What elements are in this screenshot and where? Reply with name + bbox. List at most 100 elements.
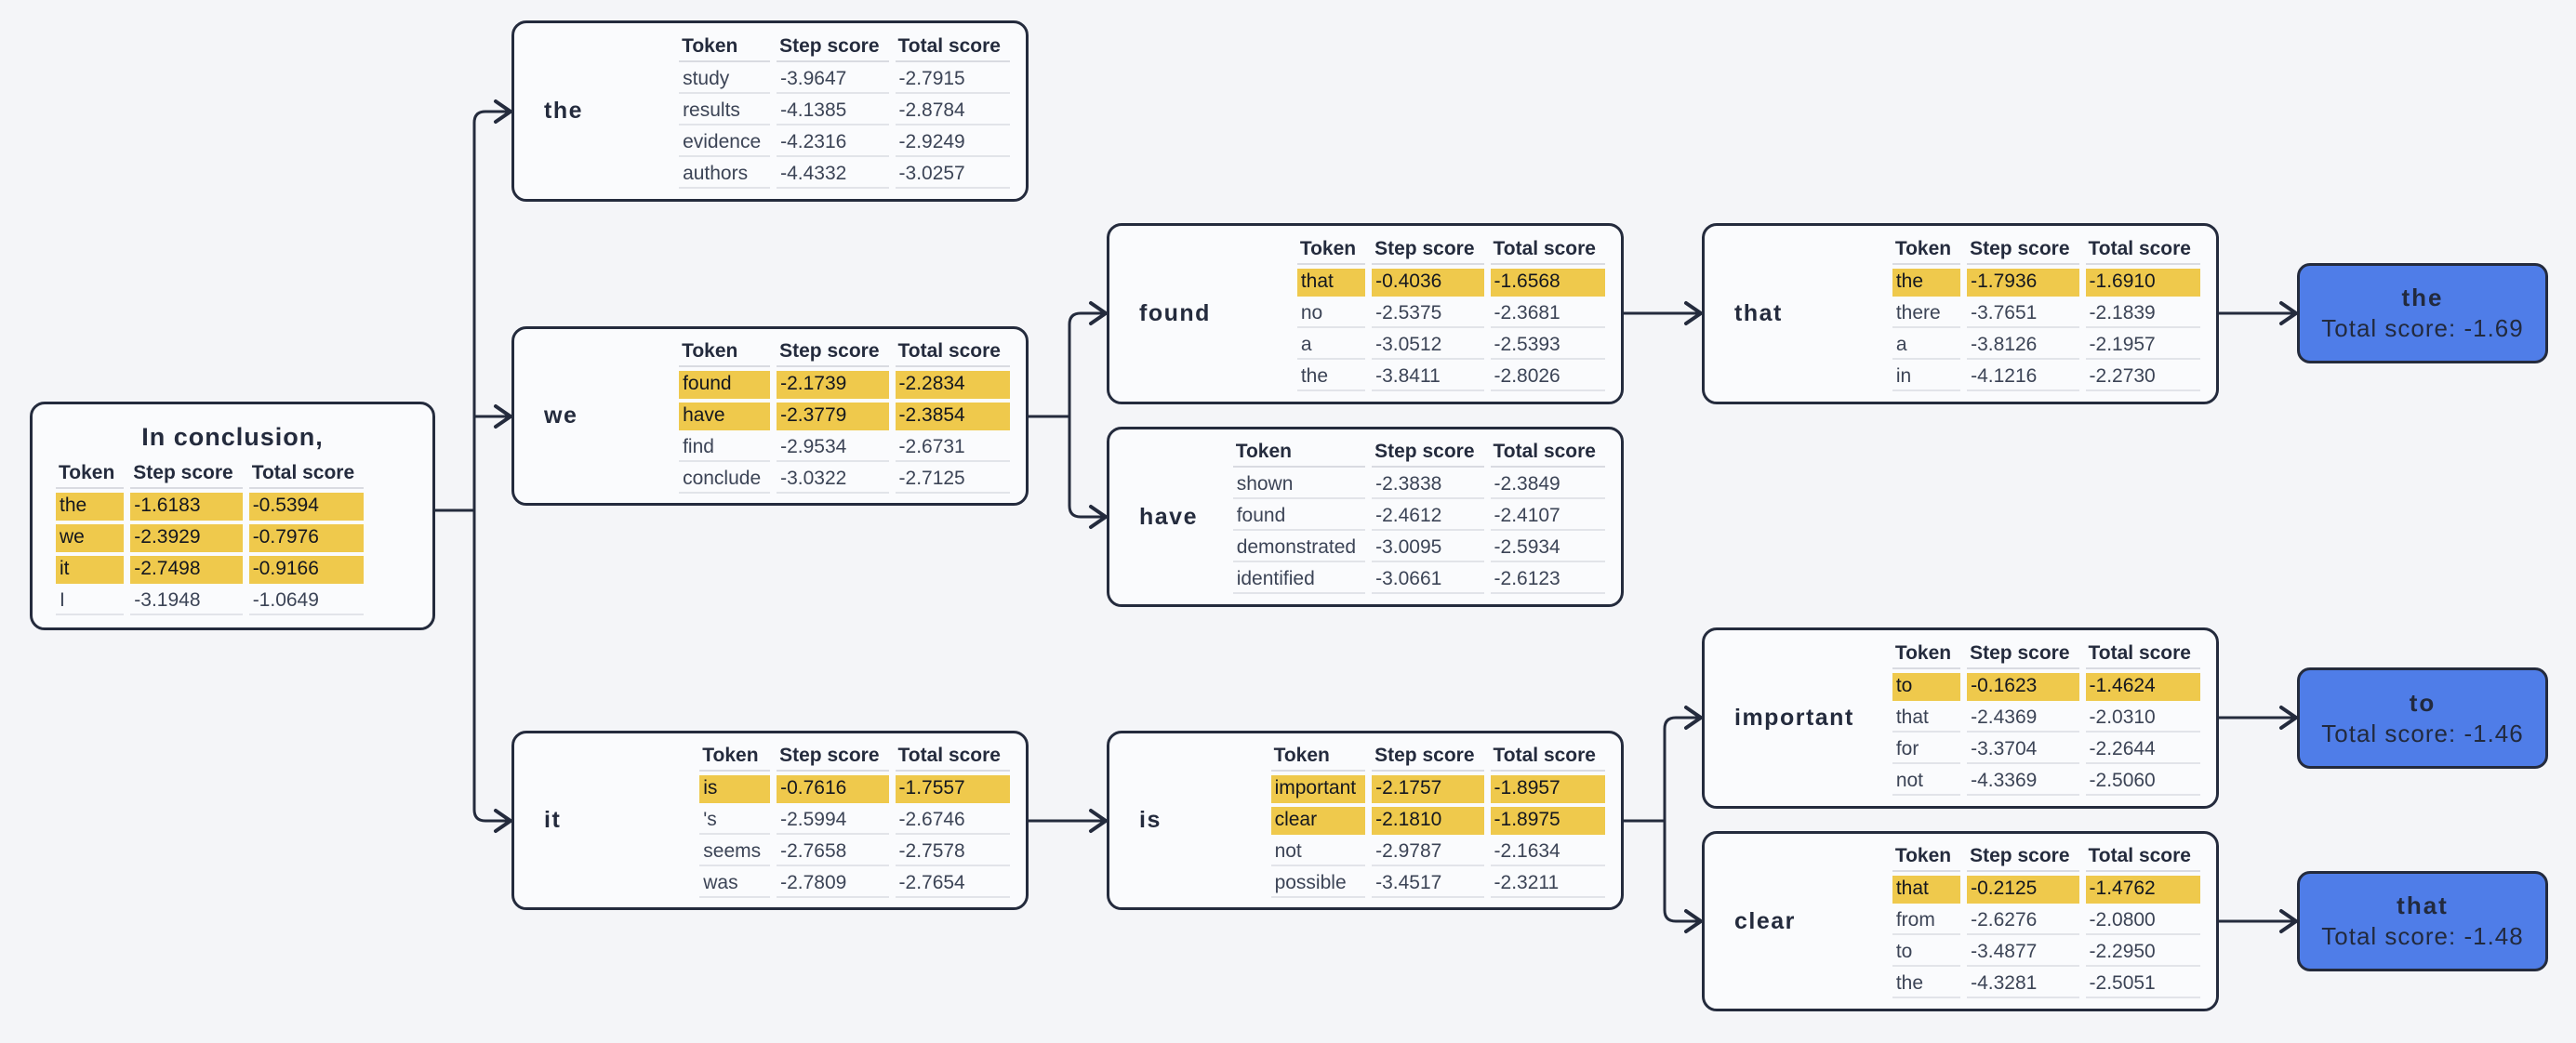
step-score-cell: -4.3369 (1967, 768, 2079, 796)
edge-root-the (435, 99, 514, 512)
token-cell: evidence (679, 129, 771, 157)
column-header: Token (1296, 237, 1366, 265)
token-cell: important (1270, 774, 1366, 803)
node-label: the (544, 98, 583, 124)
column-header: Total score (248, 461, 365, 489)
column-header: Token (1892, 237, 1961, 265)
result-token: the (2401, 284, 2444, 311)
token-cell: from (1892, 907, 1961, 935)
candidate-row: authors -4.4332 -3.0257 (679, 161, 1010, 189)
total-score-cell: -1.4762 (2085, 876, 2200, 904)
total-score-cell: -1.6910 (2085, 268, 2200, 297)
total-score-cell: -0.5394 (248, 493, 365, 521)
candidate-row: results -4.1385 -2.8784 (679, 98, 1010, 125)
total-score-cell: -2.7578 (895, 838, 1010, 866)
total-score-cell: -2.6746 (895, 807, 1010, 835)
token-cell: that (1892, 705, 1961, 733)
score-table: Token Step score Total score study -3.9647 -2… (672, 31, 1016, 192)
candidate-row: in -4.1216 -2.2730 (1892, 363, 2200, 391)
step-score-cell: -3.3704 (1967, 736, 2079, 764)
step-score-cell: -4.1385 (777, 98, 889, 125)
step-score-cell: -2.9534 (777, 434, 889, 462)
edge-is-important (1624, 706, 1705, 823)
candidate-row: study -3.9647 -2.7915 (679, 66, 1010, 94)
token-cell: identified (1232, 566, 1366, 594)
column-header: Total score (1490, 237, 1605, 265)
candidate-row-selected: important -2.1757 -1.8957 (1270, 774, 1605, 803)
total-score-cell: -2.3211 (1490, 870, 1605, 898)
candidate-row-selected: it -2.7498 -0.9166 (56, 556, 365, 584)
step-score-cell: -2.5994 (777, 807, 889, 835)
step-score-cell: -4.2316 (777, 129, 889, 157)
token-cell: in (1892, 363, 1961, 391)
column-header: Total score (2085, 641, 2200, 669)
total-score-cell: -2.7915 (895, 66, 1010, 94)
column-header: Token (56, 461, 125, 489)
step-score-cell: -2.7809 (777, 870, 889, 898)
token-cell: shown (1232, 471, 1366, 499)
total-score-cell: -1.6568 (1490, 268, 1605, 297)
step-score-cell: -1.6183 (130, 493, 243, 521)
total-score-cell: -2.5393 (1490, 332, 1605, 360)
candidate-row: the -4.3281 -2.5051 (1892, 970, 2200, 998)
token-cell: results (679, 98, 771, 125)
candidate-row-selected: that -0.2125 -1.4762 (1892, 876, 2200, 904)
total-score-cell: -1.8957 (1490, 774, 1605, 803)
column-header: Total score (895, 339, 1010, 367)
total-score-cell: -2.7654 (895, 870, 1010, 898)
candidate-table: Token Step score Total score important -2.17… (1265, 740, 1612, 902)
result-node-that: that Total score: -1.48 (2297, 871, 2548, 971)
candidate-row-selected: we -2.3929 -0.7976 (56, 524, 365, 552)
column-header: Token (1892, 641, 1961, 669)
token-cell: found (679, 370, 771, 399)
step-score-cell: -3.4877 (1967, 939, 2079, 967)
candidate-row-selected: clear -2.1810 -1.8975 (1270, 806, 1605, 835)
total-score-cell: -2.2950 (2085, 939, 2200, 967)
result-token: that (2397, 891, 2449, 919)
column-header: Step score (777, 744, 889, 772)
column-header: Total score (1490, 744, 1605, 772)
column-header: Total score (1490, 440, 1605, 468)
total-score-cell: -2.3849 (1490, 471, 1605, 499)
step-score-cell: -3.0661 (1372, 566, 1484, 594)
token-cell: a (1892, 332, 1961, 360)
column-header: Step score (1372, 237, 1484, 265)
total-score-cell: -2.2834 (895, 370, 1010, 399)
token-cell: to (1892, 939, 1961, 967)
score-table: Token Step score Total score the -1.7936 -1.6… (1886, 233, 2207, 395)
column-header: Token (679, 339, 771, 367)
step-score-cell: -2.7658 (777, 838, 889, 866)
column-header: Step score (1967, 844, 2079, 872)
total-score-cell: -2.5051 (2085, 970, 2200, 998)
candidate-table: Token Step score Total score found -2.1739 -2… (672, 336, 1016, 497)
step-score-cell: -4.1216 (1967, 363, 2079, 391)
step-score-cell: -0.1623 (1967, 672, 2079, 701)
total-score-cell: -1.8975 (1490, 806, 1605, 835)
candidate-row-selected: is -0.7616 -1.7557 (699, 774, 1010, 803)
node-is: is Token Step score Total score important -2… (1107, 731, 1624, 910)
node-label: that (1734, 300, 1783, 326)
candidate-table: Token Step score Total score that -0.4036 -1.… (1291, 233, 1612, 395)
token-cell: the (56, 493, 125, 521)
total-score-cell: -2.1634 (1490, 838, 1605, 866)
column-header: Step score (1372, 744, 1484, 772)
column-header: Step score (1967, 237, 2079, 265)
candidate-row: evidence -4.2316 -2.9249 (679, 129, 1010, 157)
candidate-row: was -2.7809 -2.7654 (699, 870, 1010, 898)
candidate-table: Token Step score Total score shown -2.3838 -2… (1227, 436, 1612, 598)
token-cell: to (1892, 672, 1961, 701)
step-score-cell: -2.1739 (777, 370, 889, 399)
result-token: to (2409, 688, 2437, 717)
token-cell: seems (699, 838, 771, 866)
candidate-row: demonstrated -3.0095 -2.5934 (1232, 535, 1605, 562)
candidate-row: 's -2.5994 -2.6746 (699, 807, 1010, 835)
root-candidate-table: Token Step score Total score the -1.6183 -0.5… (49, 457, 432, 619)
candidate-row: not -4.3369 -2.5060 (1892, 768, 2200, 796)
edge-we-have (1068, 416, 1109, 529)
total-score-cell: -2.2644 (2085, 736, 2200, 764)
candidate-row: for -3.3704 -2.2644 (1892, 736, 2200, 764)
token-cell: that (1892, 876, 1961, 904)
column-header: Token (1270, 744, 1366, 772)
token-cell: clear (1270, 806, 1366, 835)
token-cell: there (1892, 300, 1961, 328)
